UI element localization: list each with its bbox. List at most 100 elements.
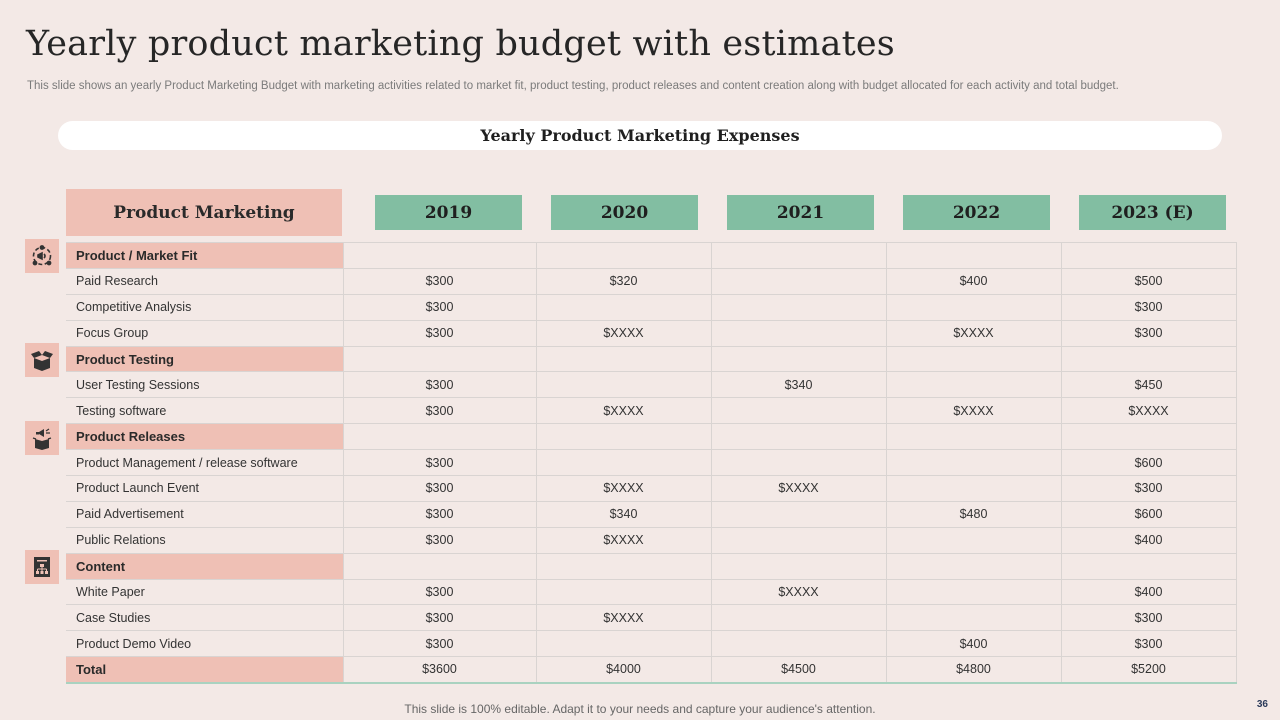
value-cell: $300 <box>342 293 537 321</box>
value-cell: $XXXX <box>710 475 887 502</box>
value-cell <box>885 371 1062 399</box>
value-cell <box>710 242 887 269</box>
category-row: Product Testing <box>66 345 1237 373</box>
value-cell <box>885 293 1062 321</box>
value-cell <box>535 371 712 399</box>
row-label: Product Demo Video <box>66 630 344 658</box>
value-cell <box>342 345 537 373</box>
value-cell: $5200 <box>1060 656 1237 684</box>
value-cell: $320 <box>535 267 712 295</box>
value-cell <box>710 449 887 477</box>
value-cell: $XXXX <box>1060 397 1237 425</box>
value-cell: $300 <box>342 578 537 606</box>
value-cell <box>710 500 887 528</box>
category-label: Product Releases <box>66 423 344 451</box>
page-number: 36 <box>1256 699 1268 710</box>
header-product-marketing: Product Marketing <box>66 189 342 236</box>
value-cell: $500 <box>1060 267 1237 295</box>
table-row: Paid Research $300 $320 $400 $500 <box>66 267 1237 295</box>
row-label: Competitive Analysis <box>66 293 344 321</box>
value-cell: $4500 <box>710 656 887 684</box>
value-cell <box>342 242 537 269</box>
table-row: Case Studies $300 $XXXX $300 <box>66 604 1237 632</box>
value-cell <box>535 449 712 477</box>
year-header-2022: 2022 <box>903 195 1050 230</box>
row-label: Paid Research <box>66 267 344 295</box>
value-cell: $300 <box>342 500 537 528</box>
value-cell: $300 <box>1060 293 1237 321</box>
category-label: Content <box>66 552 344 580</box>
value-cell <box>342 552 537 580</box>
value-cell: $300 <box>1060 319 1237 347</box>
value-cell <box>710 630 887 658</box>
value-cell: $300 <box>1060 604 1237 632</box>
value-cell: $480 <box>885 500 1062 528</box>
category-row: Product Releases <box>66 423 1237 451</box>
year-header-2019: 2019 <box>375 195 522 230</box>
value-cell: $XXXX <box>535 604 712 632</box>
value-cell: $300 <box>342 475 537 502</box>
slide-subtitle: This slide shows an yearly Product Marke… <box>27 80 1119 92</box>
value-cell <box>1060 552 1237 580</box>
value-cell: $300 <box>1060 630 1237 658</box>
value-cell: $400 <box>885 267 1062 295</box>
table-row: Competitive Analysis $300 $300 <box>66 293 1237 321</box>
budget-table: Product / Market Fit Paid Research $300 $32… <box>66 242 1237 684</box>
total-row: Total $3600 $4000 $4500 $4800 $5200 <box>66 656 1237 684</box>
row-label: Paid Advertisement <box>66 500 344 528</box>
value-cell: $XXXX <box>885 319 1062 347</box>
value-cell: $300 <box>342 397 537 425</box>
value-cell <box>535 345 712 373</box>
value-cell: $300 <box>1060 475 1237 502</box>
row-label: User Testing Sessions <box>66 371 344 399</box>
value-cell: $300 <box>342 319 537 347</box>
row-label: Case Studies <box>66 604 344 632</box>
value-cell: $300 <box>342 630 537 658</box>
value-cell <box>1060 345 1237 373</box>
value-cell <box>885 449 1062 477</box>
value-cell: $XXXX <box>710 578 887 606</box>
table-row: Product Demo Video $300 $400 $300 <box>66 630 1237 658</box>
table-row: Paid Advertisement $300 $340 $480 $600 <box>66 500 1237 528</box>
row-label: Focus Group <box>66 319 344 347</box>
row-label: Product Launch Event <box>66 475 344 502</box>
value-cell: $XXXX <box>535 475 712 502</box>
value-cell <box>710 526 887 554</box>
table-row: White Paper $300 $XXXX $400 <box>66 578 1237 606</box>
value-cell <box>1060 242 1237 269</box>
value-cell <box>535 242 712 269</box>
open-box-icon <box>25 343 59 377</box>
value-cell <box>710 267 887 295</box>
value-cell <box>1060 423 1237 451</box>
value-cell: $XXXX <box>535 397 712 425</box>
target-megaphone-icon <box>25 239 59 273</box>
category-label: Product Testing <box>66 345 344 373</box>
value-cell: $300 <box>342 604 537 632</box>
value-cell: $450 <box>1060 371 1237 399</box>
value-cell <box>535 630 712 658</box>
table-row: Public Relations $300 $XXXX $400 <box>66 526 1237 554</box>
value-cell <box>535 578 712 606</box>
footer-note: This slide is 100% editable. Adapt it to… <box>404 702 876 716</box>
table-row: Product Launch Event $300 $XXXX $XXXX $300 <box>66 475 1237 502</box>
category-row: Product / Market Fit <box>66 242 1237 269</box>
value-cell: $300 <box>342 371 537 399</box>
value-cell: $3600 <box>342 656 537 684</box>
value-cell: $300 <box>342 526 537 554</box>
value-cell <box>885 552 1062 580</box>
value-cell: $4000 <box>535 656 712 684</box>
row-label: Testing software <box>66 397 344 425</box>
value-cell <box>535 293 712 321</box>
table-row: Focus Group $300 $XXXX $XXXX $300 <box>66 319 1237 347</box>
value-cell: $340 <box>710 371 887 399</box>
row-label: White Paper <box>66 578 344 606</box>
value-cell <box>535 552 712 580</box>
category-row: Content <box>66 552 1237 580</box>
value-cell: $600 <box>1060 500 1237 528</box>
year-header-2020: 2020 <box>551 195 698 230</box>
value-cell: $400 <box>1060 526 1237 554</box>
value-cell: $XXXX <box>535 319 712 347</box>
total-label: Total <box>66 656 344 684</box>
table-row: Testing software $300 $XXXX $XXXX $XXXX <box>66 397 1237 425</box>
year-header-2021: 2021 <box>727 195 874 230</box>
